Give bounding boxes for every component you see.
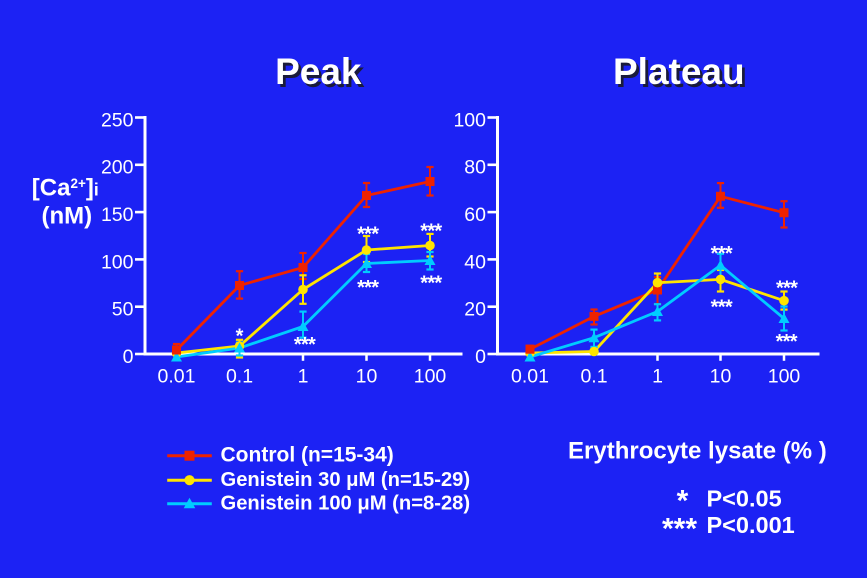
svg-text:100: 100: [101, 251, 134, 273]
svg-text:0: 0: [123, 346, 134, 368]
svg-text:Erythrocyte lysate (% ): Erythrocyte lysate (% ): [568, 438, 827, 465]
svg-text:250: 250: [101, 109, 134, 131]
svg-text:*: *: [236, 325, 244, 347]
svg-text:1: 1: [298, 366, 309, 388]
svg-text:***: ***: [711, 296, 733, 318]
svg-text:Peak: Peak: [275, 51, 362, 92]
svg-text:***: ***: [420, 273, 442, 295]
svg-text:***: ***: [711, 243, 733, 265]
svg-text:1: 1: [652, 366, 663, 388]
svg-text:Plateau: Plateau: [616, 54, 748, 95]
svg-text:***: ***: [776, 278, 798, 300]
svg-text:P<0.001: P<0.001: [707, 512, 795, 538]
svg-text:Genistein 100 μM (n=8-28): Genistein 100 μM (n=8-28): [221, 493, 471, 515]
svg-text:0.01: 0.01: [511, 366, 549, 388]
svg-text:0.1: 0.1: [226, 366, 253, 388]
svg-text:P<0.05: P<0.05: [707, 485, 782, 511]
svg-text:Plateau: Plateau: [613, 51, 745, 92]
svg-text:50: 50: [112, 299, 134, 321]
svg-text:***: ***: [294, 334, 316, 356]
svg-text:(nM): (nM): [42, 202, 93, 229]
svg-text:Control (n=15-34): Control (n=15-34): [221, 444, 394, 467]
svg-text:10: 10: [356, 366, 378, 388]
svg-text:100: 100: [414, 366, 447, 388]
svg-text:***: ***: [420, 221, 442, 243]
svg-text:80: 80: [464, 157, 486, 179]
svg-text:200: 200: [101, 157, 134, 179]
svg-text:10: 10: [710, 366, 732, 388]
svg-text:100: 100: [768, 366, 801, 388]
svg-text:[Ca2+]i: [Ca2+]i: [32, 174, 99, 201]
svg-text:60: 60: [464, 204, 486, 226]
svg-text:Genistein 30 μM (n=15-29): Genistein 30 μM (n=15-29): [221, 469, 471, 491]
svg-text:***: ***: [357, 224, 379, 246]
svg-text:0: 0: [475, 346, 486, 368]
svg-text:150: 150: [101, 204, 134, 226]
svg-text:***: ***: [776, 331, 798, 353]
svg-text:0.1: 0.1: [580, 366, 607, 388]
svg-text:Peak: Peak: [278, 54, 365, 95]
svg-text:***: ***: [662, 513, 697, 546]
svg-text:20: 20: [464, 299, 486, 321]
svg-text:***: ***: [357, 277, 379, 299]
svg-text:*: *: [677, 484, 689, 517]
svg-text:40: 40: [464, 251, 486, 273]
svg-text:0.01: 0.01: [158, 366, 196, 388]
svg-text:100: 100: [453, 109, 486, 131]
